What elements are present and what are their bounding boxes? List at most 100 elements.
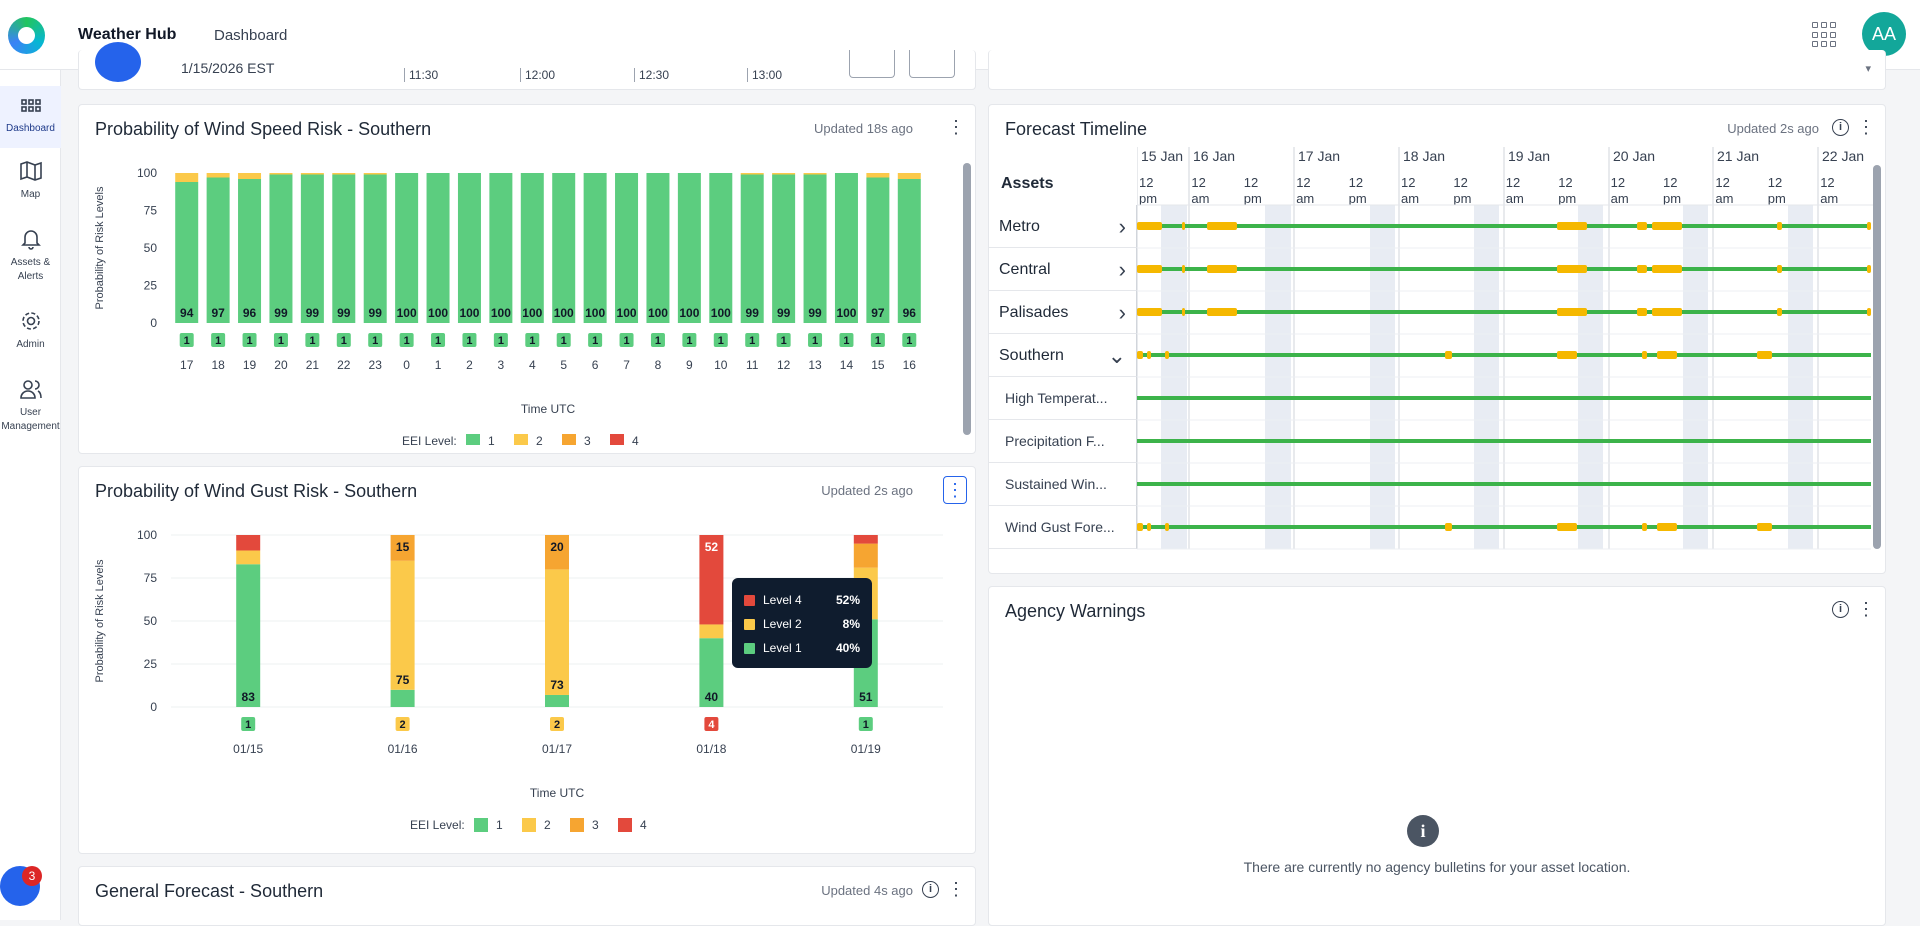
dashboard-grid-icon [20,99,41,112]
x-tick-label: 20 [274,358,288,372]
apps-grid-icon[interactable] [1812,22,1838,48]
level-badge-label: 1 [812,335,818,347]
legend-swatch-level-3 [562,434,576,445]
chevron-right-icon[interactable]: › [1118,300,1126,325]
level2-swatch [744,618,755,630]
asset-label: Palisades [999,304,1069,321]
data-label: 100 [397,306,417,320]
asset-row[interactable]: Southern ⌄ [989,334,1137,377]
legend-swatch-level-3 [570,818,584,832]
x-tick-label: 18 [211,358,225,372]
step-forward-button[interactable] [909,50,955,78]
more-options-icon[interactable]: ⋮ [947,879,965,899]
hour-label: 12 [1244,175,1258,190]
bar-segment-level-2 [897,173,921,179]
level-badge-label: 1 [561,335,567,347]
more-options-icon[interactable]: ⋮ [947,117,965,137]
day-label: 20 Jan [1613,148,1655,164]
bar-segment-level-1 [426,173,450,323]
y-tick-label: 100 [137,528,157,542]
x-tick-label: 10 [714,358,728,372]
risk-segment-level-2 [1445,351,1452,359]
play-button[interactable] [95,42,141,82]
sidebar-item-map[interactable]: Map [0,158,61,202]
app-title[interactable]: Weather Hub [78,26,177,43]
sidebar-item-dashboard[interactable]: Dashboard [0,86,61,148]
hour-label: am [1506,191,1524,206]
level-badge [650,333,665,347]
bar-segment-level-4 [853,535,878,544]
bar-segment-level-4 [236,535,261,551]
more-options-icon[interactable]: ⋮ [1857,599,1875,619]
risk-segment-level-2 [1182,222,1185,230]
bar-segment-level-1 [677,173,701,323]
risk-segment-level-2 [1557,351,1577,359]
hour-label: 12 [1349,175,1363,190]
asset-label: Central [999,261,1051,278]
scrollbar[interactable] [1873,153,1881,565]
risk-segment-level-2 [1867,265,1871,273]
risk-segment-level-2 [1642,351,1647,359]
legend-title: EEI Level: [402,434,457,445]
data-label: 100 [711,306,731,320]
more-options-icon[interactable]: ⋮ [943,476,967,504]
day-label: 21 Jan [1717,148,1759,164]
asset-row[interactable]: Central › [989,248,1137,291]
legend-entry: 3 [584,434,591,445]
more-options-icon[interactable]: ⋮ [1857,117,1875,137]
avatar[interactable]: AA [1862,12,1906,56]
risk-segment-level-2 [1652,265,1682,273]
y-axis-label: Probability of Risk Levels [94,559,106,682]
y-tick-label: 50 [144,241,158,255]
scrollbar[interactable] [963,153,971,443]
hour-label: 12 [1453,175,1467,190]
level-badge [431,333,446,347]
asset-row[interactable]: Palisades › [989,291,1137,334]
gear-icon [21,312,40,330]
tooltip-label: Level 1 [763,641,802,655]
level-badge [395,717,410,731]
tooltip-label: Level 4 [763,593,802,607]
bar-segment-level-3 [390,535,415,561]
data-label: 96 [903,306,917,320]
empty-state-message: There are currently no agency bulletins … [1243,859,1631,875]
hour-label: 12 [1296,175,1310,190]
chevron-right-icon[interactable]: › [1118,214,1126,239]
y-tick-label: 75 [144,204,158,218]
bar-segment-level-2 [740,173,764,175]
breadcrumb[interactable]: Dashboard [214,27,288,44]
data-label: 99 [746,306,760,320]
tooltip-value: 8% [842,617,860,631]
asset-row[interactable]: Wind Gust Fore... [989,506,1137,549]
risk-segment-level-2 [1757,523,1772,531]
step-back-button[interactable] [849,50,895,78]
bar-segment-level-3 [545,535,569,570]
risk-segment-level-2 [1147,351,1151,359]
asset-row[interactable]: High Temperat... [989,377,1137,420]
level-badge-label: 1 [278,335,284,347]
chevron-right-icon[interactable]: › [1118,257,1126,282]
bar-segment-level-2 [269,173,293,175]
level-badge-label: 1 [341,335,347,347]
risk-segment-level-2 [1137,222,1162,230]
info-icon[interactable]: i [1832,601,1849,618]
info-icon[interactable]: i [922,881,939,898]
sidebar-item-admin[interactable]: Admin [0,308,61,352]
sidebar-item-user-management[interactable]: User Management [0,376,61,434]
chevron-down-icon[interactable]: ▾ [1865,63,1871,75]
level-badge-label: 1 [372,335,378,347]
asset-row[interactable]: Precipitation F... [989,420,1137,463]
sidebar-item-assets-alerts[interactable]: Assets & Alerts [0,226,61,284]
sidebar-item-label: Admin [16,339,45,350]
bar-segment-level-3 [853,543,878,568]
bar-segment-level-1 [545,694,569,707]
level-badge [336,333,351,347]
bar-segment-level-1 [709,173,733,323]
risk-segment-level-2 [1207,222,1237,230]
asset-row[interactable]: Metro › [989,205,1137,248]
chevron-down-icon[interactable]: ⌄ [1107,343,1126,368]
app-logo[interactable] [8,17,45,54]
info-icon[interactable]: i [1832,119,1849,136]
asset-row[interactable]: Sustained Win... [989,463,1137,506]
